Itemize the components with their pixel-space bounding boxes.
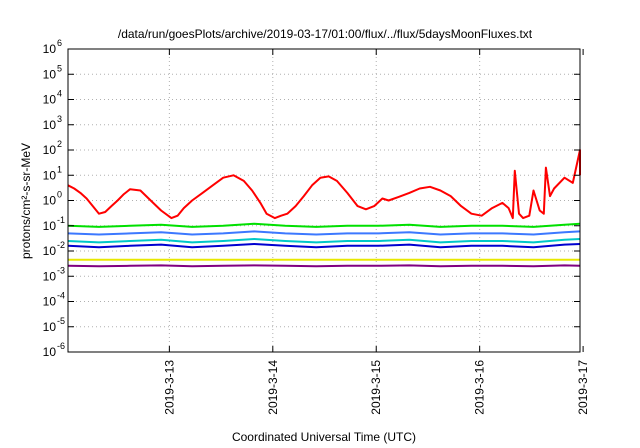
y-tick-label: 10 [43,168,57,182]
x-tick-label: 2019-3-16 [473,360,487,415]
grid [68,49,580,352]
y-tick-exponent: 6 [57,38,62,48]
y-tick-label: 10 [43,219,57,233]
y-tick-labels: 10 -610 -510 -410 -310 -210 -110 010 110 210 310 41… [43,38,65,359]
y-tick-label: 10 [43,42,57,56]
series-line-2 [67,222,581,228]
ticks [68,48,584,353]
x-tick-label: 2019-3-15 [369,360,383,415]
x-tick-label: 2019-3-13 [162,360,176,415]
series-line-5 [67,243,581,249]
series-line-7 [67,264,581,268]
y-tick-exponent: -1 [57,215,65,225]
y-tick-exponent: 2 [57,139,62,149]
series-group [67,149,581,268]
x-tick-labels: 2019-3-13 2019-3-14 2019-3-15 2019-3-16 2019… [162,360,590,415]
series-line-1 [67,149,581,220]
chart-title: /data/run/goesPlots/archive/2019-03-17/0… [118,27,533,41]
y-tick-label: 10 [43,143,57,157]
y-tick-exponent: -6 [57,341,65,351]
y-tick-label: 10 [43,118,57,132]
y-tick-exponent: 0 [57,190,62,200]
y-tick-exponent: 5 [57,63,62,73]
y-tick-label: 10 [43,295,57,309]
series-line-3 [67,230,581,236]
y-tick-exponent: 1 [57,164,62,174]
y-tick-label: 10 [43,67,57,81]
y-tick-exponent: -3 [57,265,65,275]
y-tick-exponent: -5 [57,316,65,326]
y-tick-exponent: -4 [57,291,65,301]
y-tick-exponent: 3 [57,114,62,124]
y-tick-label: 10 [43,194,57,208]
y-tick-exponent: -2 [57,240,65,250]
y-tick-label: 10 [43,320,57,334]
x-tick-label: 2019-3-14 [266,360,280,415]
y-tick-exponent: 4 [57,89,62,99]
x-tick-label: 2019-3-17 [576,360,590,415]
y-tick-label: 10 [43,345,57,359]
x-axis-label: Coordinated Universal Time (UTC) [232,430,416,444]
y-tick-label: 10 [43,244,57,258]
y-tick-label: 10 [43,269,57,283]
series-line-4 [67,238,581,244]
y-axis-label: protons/cm²-s-sr-MeV [19,143,33,259]
y-tick-label: 10 [43,93,57,107]
